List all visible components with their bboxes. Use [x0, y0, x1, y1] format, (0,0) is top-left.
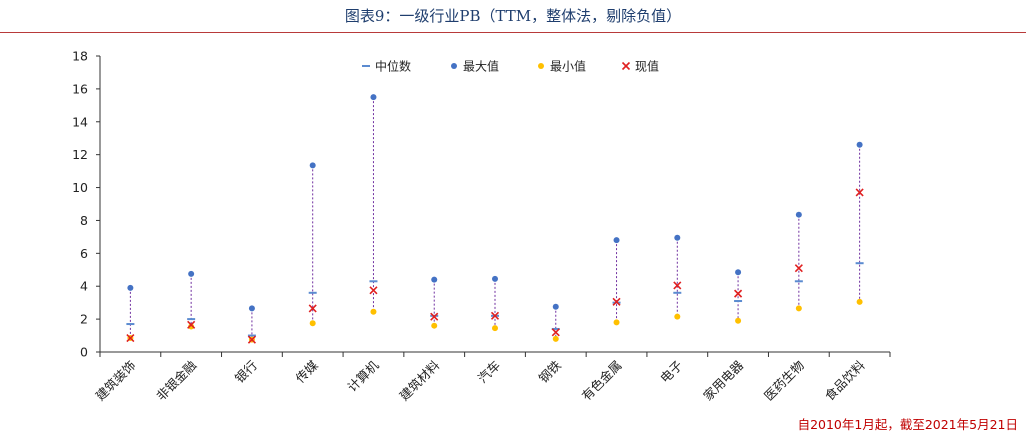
min-point [188, 323, 195, 330]
x-tick-label: 医药生物 [761, 358, 807, 404]
y-tick-label: 16 [72, 81, 88, 96]
current-mark [187, 320, 196, 329]
min-point [431, 322, 438, 329]
footnote: 自2010年1月起，截至2021年5月21日 [797, 417, 1018, 432]
legend-label: 现值 [635, 59, 659, 74]
y-tick-label: 10 [72, 180, 88, 195]
current-mark [621, 61, 631, 71]
x-tick-label: 传媒 [293, 357, 322, 386]
x-tick-label: 家用电器 [700, 357, 746, 403]
legend-label: 中位数 [375, 59, 411, 74]
y-tick-label: 0 [80, 345, 88, 360]
title-divider [0, 32, 1026, 33]
min-point [370, 308, 377, 315]
max-point [248, 305, 255, 312]
max-point [674, 234, 681, 241]
y-tick-label: 8 [80, 213, 88, 228]
max-point [370, 94, 377, 101]
x-tick-label: 电子 [657, 358, 685, 386]
x-tick-label: 有色金属 [579, 358, 625, 404]
current-mark [794, 264, 803, 273]
legend: 中位数 最大值 最小值 现值 [362, 59, 659, 74]
x-tick-label: 食品饮料 [822, 357, 868, 403]
max-point [735, 269, 742, 276]
current-mark [551, 328, 560, 337]
legend-label: 最小值 [550, 59, 586, 74]
max-point [613, 237, 620, 244]
y-tick-label: 4 [80, 279, 88, 294]
current-mark [490, 311, 500, 320]
current-mark [369, 286, 378, 295]
axes: 0 2 4 6 8 10 12 14 16 18 建筑装饰 非银金融 银行 传媒 计算机 建筑材料 汽车 钢铁 有色… [72, 49, 891, 404]
y-tick-label: 18 [72, 49, 88, 64]
data-marks [126, 94, 864, 344]
max-point [309, 162, 316, 169]
min-point [674, 313, 681, 320]
min-point [552, 335, 559, 342]
chart-title: 图表9：一级行业PB（TTM，整体法，剔除负值） [344, 7, 682, 25]
current-mark [247, 335, 256, 344]
max-point [552, 303, 559, 310]
y-tick-label: 6 [80, 246, 88, 261]
legend-item: 最大值 [451, 59, 499, 74]
y-tick-label: 12 [72, 147, 88, 162]
x-tick-label: 建筑材料 [396, 357, 442, 403]
x-tick-label: 银行 [232, 358, 260, 386]
min-point [856, 298, 863, 305]
legend-item: 现值 [621, 59, 659, 74]
max-point [188, 270, 195, 277]
max-point [431, 276, 438, 283]
x-tick-label: 非银金融 [153, 357, 199, 403]
legend-item: 中位数 [362, 59, 411, 74]
current-mark [855, 188, 864, 197]
legend-item: 最小值 [538, 59, 586, 74]
range-lines [129, 97, 861, 340]
max-point [127, 284, 134, 291]
max-point [492, 275, 498, 282]
x-tick-label: 计算机 [344, 357, 381, 394]
current-mark [126, 333, 135, 343]
max-point [795, 211, 802, 218]
min-point [735, 317, 742, 324]
current-mark [734, 289, 743, 298]
legend-label: 最大值 [463, 59, 499, 74]
x-tick-label: 汽车 [475, 358, 503, 386]
current-mark [430, 312, 439, 321]
x-tick-label: 钢铁 [536, 357, 565, 386]
current-mark [612, 297, 621, 306]
legend-dot [451, 63, 457, 69]
current-mark [673, 281, 682, 290]
current-mark [308, 304, 317, 313]
min-point [492, 325, 498, 332]
legend-dot [538, 63, 544, 69]
min-point [795, 305, 802, 312]
min-point [309, 320, 316, 327]
y-tick-label: 14 [72, 114, 88, 129]
max-point [856, 141, 863, 148]
min-point [613, 319, 620, 326]
x-tick-label: 建筑装饰 [93, 358, 139, 404]
y-tick-label: 2 [80, 312, 88, 327]
